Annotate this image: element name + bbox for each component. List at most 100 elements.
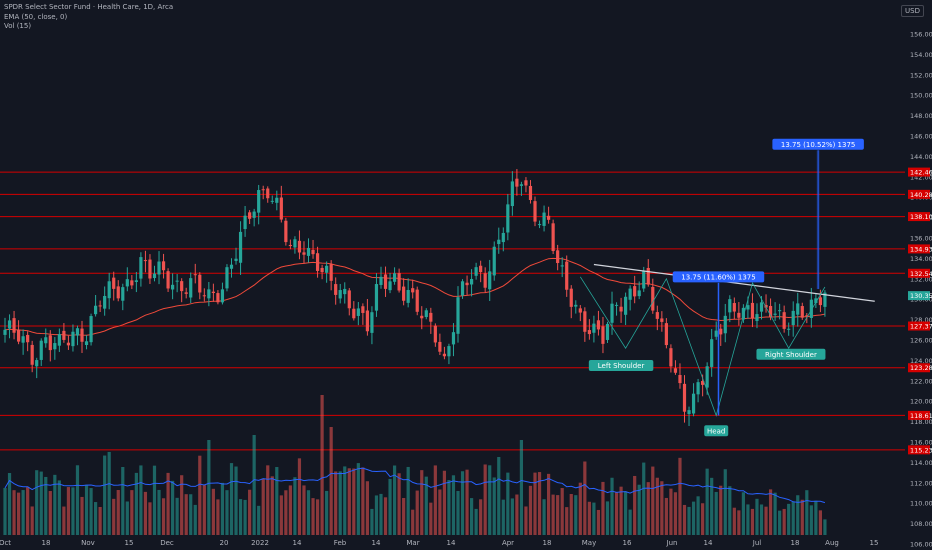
volume-bar xyxy=(746,504,750,535)
candle-body xyxy=(619,306,623,312)
volume-bar xyxy=(411,509,415,535)
candle-body xyxy=(574,304,578,307)
candle-body xyxy=(26,334,30,343)
candle-body xyxy=(148,259,152,279)
volume-ma xyxy=(4,467,826,504)
volume-bar xyxy=(284,490,288,535)
candle-body xyxy=(134,280,138,282)
volume-bar xyxy=(347,468,351,535)
volume-bar xyxy=(764,506,768,535)
candle-body xyxy=(411,288,415,293)
candle-body xyxy=(664,323,668,346)
volume-bar xyxy=(814,500,818,535)
volume-bar xyxy=(796,495,800,535)
candle-body xyxy=(397,273,401,291)
candle-body xyxy=(624,296,628,315)
volume-bar xyxy=(741,492,745,535)
volume-bar xyxy=(778,510,782,535)
candle-body xyxy=(465,282,469,286)
candle-body xyxy=(130,280,134,286)
volume-bar xyxy=(565,507,569,535)
candle-body xyxy=(202,295,206,297)
candle-body xyxy=(451,332,456,345)
volume-bar xyxy=(447,480,451,535)
volume-bar xyxy=(26,487,30,535)
volume-histogram xyxy=(3,395,827,535)
head-label-box xyxy=(704,425,729,437)
candle-body xyxy=(125,279,129,287)
volume-bar xyxy=(107,451,111,535)
candle-body xyxy=(175,280,179,282)
first-measure-label-box xyxy=(672,271,765,283)
volume-bar xyxy=(442,470,447,535)
volume-bar xyxy=(497,457,501,535)
level-tag: 142.46 xyxy=(910,169,932,177)
volume-bar xyxy=(519,440,524,535)
time-tick: 14 xyxy=(704,539,713,547)
candle-body xyxy=(402,286,406,301)
volume-bar xyxy=(787,503,791,535)
volume-bar xyxy=(148,502,152,535)
candle-body xyxy=(778,310,782,312)
currency-label[interactable]: USD xyxy=(901,5,924,17)
volume-bar xyxy=(171,480,175,535)
volume-bar xyxy=(383,497,388,535)
candle-body xyxy=(180,281,184,292)
volume-bar xyxy=(3,487,7,535)
candle-body xyxy=(732,303,736,312)
volume-bar xyxy=(673,492,678,535)
volume-bar xyxy=(610,477,614,535)
candle-body xyxy=(578,308,582,313)
volume-bar xyxy=(166,472,170,535)
volume-bar xyxy=(16,492,21,535)
volume-bar xyxy=(44,476,48,535)
candle-body xyxy=(787,328,791,330)
candle-body xyxy=(57,334,61,346)
right-shoulder-label-box xyxy=(756,348,826,360)
candle-body xyxy=(157,261,161,275)
candle-body xyxy=(229,264,234,269)
ema-line xyxy=(4,257,825,336)
candle-body xyxy=(66,342,71,346)
candle-body xyxy=(510,181,514,207)
candle-body xyxy=(669,348,673,367)
candle-body xyxy=(528,185,533,200)
candle-body xyxy=(39,340,43,360)
volume-bar xyxy=(782,508,786,535)
time-tick: 18 xyxy=(42,539,51,547)
volume-bar xyxy=(80,496,84,535)
volume-bar xyxy=(211,488,215,535)
volume-bar xyxy=(103,455,107,535)
candle-body xyxy=(266,188,270,199)
candle-body xyxy=(705,366,709,388)
candle-body xyxy=(551,223,555,252)
volume-bar xyxy=(537,472,542,535)
price-tick: 110.00 xyxy=(910,500,932,508)
volume-bar xyxy=(361,467,365,535)
candle-body xyxy=(673,368,678,373)
candle-body xyxy=(519,184,524,186)
level-tag: 134.93 xyxy=(910,245,932,253)
volume-bar xyxy=(202,485,206,535)
candle-body xyxy=(220,289,225,303)
volume-bar xyxy=(57,480,61,535)
candle-body xyxy=(171,284,175,290)
candle-body xyxy=(429,312,433,322)
volume-bar xyxy=(193,504,197,535)
volume-bar xyxy=(642,462,646,535)
volume-bar xyxy=(30,506,34,535)
volume-bar xyxy=(655,477,659,535)
candle-body xyxy=(238,231,243,263)
volume-bar xyxy=(338,471,342,535)
second-measure-label-box xyxy=(772,138,864,150)
level-tag-bg xyxy=(908,410,930,420)
candle-body xyxy=(275,197,279,203)
volume-bar xyxy=(112,498,116,535)
volume-bar xyxy=(633,475,637,535)
candle-body xyxy=(515,178,519,187)
candle-body xyxy=(633,286,637,297)
volume-bar xyxy=(157,489,161,535)
volume-bar xyxy=(48,491,52,535)
level-tag-bg xyxy=(908,363,930,373)
